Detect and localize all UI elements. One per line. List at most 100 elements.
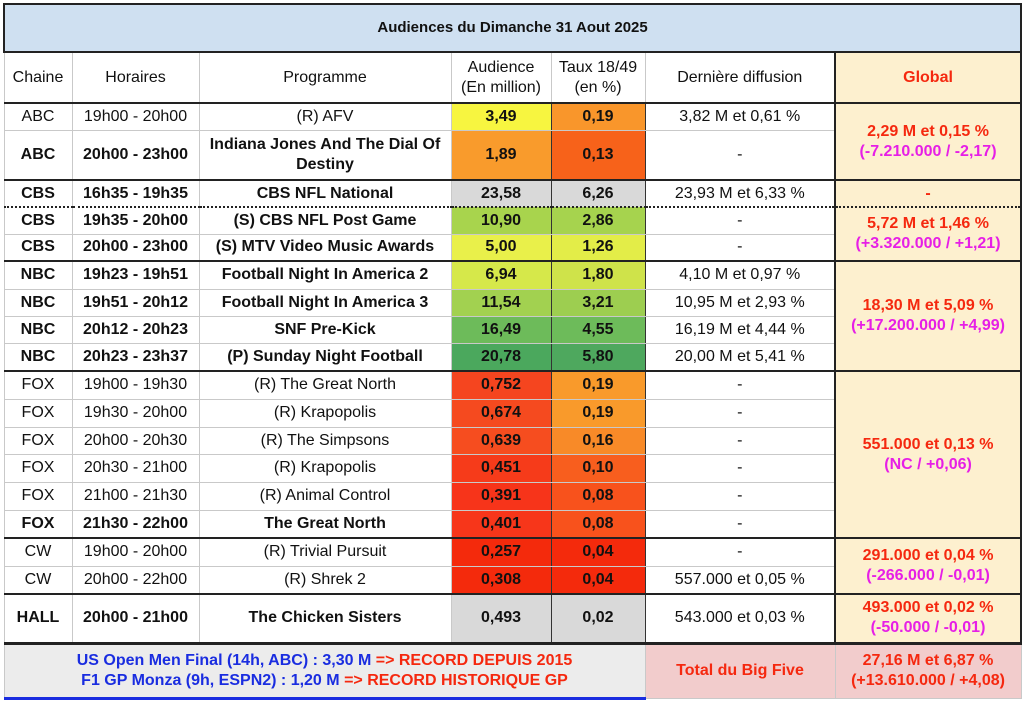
cell-global: 551.000 et 0,13 % (NC / +0,06) (833, 370, 1023, 539)
cell-chaine: CW (3, 537, 73, 567)
cell-taux: 0,08 (550, 481, 646, 511)
cell-derniere: 557.000 et 0,05 % (644, 565, 836, 595)
global-change: (+17.200.000 / +4,99) (851, 317, 1005, 334)
cell-derniere: - (644, 537, 836, 567)
cell-derniere: - (644, 370, 836, 400)
cell-taux: 1,80 (550, 260, 646, 290)
cell-programme: The Chicken Sisters (198, 593, 452, 644)
table-row: ABC 19h00 - 20h00 (R) AFV 3,49 0,19 3,82 M et… (3, 102, 1023, 181)
cell-taux: 0,13 (550, 129, 646, 181)
cell-audience: 0,391 (450, 481, 552, 511)
cell-audience: 1,89 (450, 129, 552, 181)
global-value: 2,29 M et 0,15 % (867, 122, 989, 140)
header-horaires: Horaires (71, 51, 200, 104)
cell-global: 5,72 M et 1,46 % (+3.320.000 / +1,21) (833, 206, 1023, 262)
global-change: (-7.210.000 / -2,17) (859, 142, 997, 160)
cell-programme: Indiana Jones And The Dial Of Destiny (198, 129, 452, 181)
cell-taux: 0,16 (550, 426, 646, 455)
global-value: 291.000 et 0,04 % (862, 547, 994, 564)
cell-audience: 0,674 (450, 398, 552, 428)
cell-horaires: 20h12 - 20h23 (71, 315, 200, 344)
cell-taux: 3,21 (550, 288, 646, 317)
note1-record: => RECORD DEPUIS 2015 (375, 651, 573, 669)
cell-audience: 11,54 (450, 288, 552, 317)
title-row: Audiences du Dimanche 31 Aout 2025 (2, 3, 1023, 53)
global-change: (-266.000 / -0,01) (866, 567, 990, 584)
cell-audience: 6,94 (450, 260, 552, 290)
cell-programme: (R) Shrek 2 (198, 565, 452, 595)
table-row: ABC 20h00 - 23h00 Indiana Jones And The Di… (3, 129, 1021, 181)
header-taux: Taux 18/49 (en %) (550, 51, 646, 104)
cell-horaires: 20h00 - 21h00 (71, 593, 200, 644)
cell-derniere: 543.000 et 0,03 % (644, 593, 836, 644)
cell-derniere: 4,10 M et 0,97 % (644, 260, 836, 290)
cell-chaine: FOX (3, 426, 73, 455)
table-row: CBS 20h00 - 23h00 (S) MTV Video Music Awar… (3, 233, 1021, 262)
cell-derniere: 3,82 M et 0,61 % (644, 102, 836, 131)
cell-horaires: 19h30 - 20h00 (71, 398, 200, 428)
cell-derniere: - (644, 129, 836, 181)
cell-horaires: 20h00 - 23h00 (71, 129, 200, 181)
cell-derniere: 16,19 M et 4,44 % (644, 315, 836, 344)
header-chaine: Chaine (3, 51, 73, 104)
table-title: Audiences du Dimanche 31 Aout 2025 (2, 3, 1023, 53)
cell-audience: 20,78 (450, 342, 552, 372)
cell-chaine: ABC (3, 129, 73, 181)
cell-chaine: NBC (3, 315, 73, 344)
cell-global: - (833, 179, 1023, 208)
table-row: CW 20h00 - 22h00 (R) Shrek 2 0,308 0,04 557.0… (3, 565, 1021, 595)
cell-audience: 0,752 (450, 370, 552, 400)
cell-programme: (R) The Simpsons (198, 426, 452, 455)
cell-chaine: FOX (3, 453, 73, 483)
table-row: FOX 20h30 - 21h00 (R) Krapopolis 0,451 0,10- (3, 453, 1021, 483)
cell-horaires: 16h35 - 19h35 (71, 179, 200, 208)
cell-derniere: - (644, 481, 836, 511)
cell-taux: 0,08 (550, 509, 646, 539)
cell-derniere: - (644, 398, 836, 428)
table-row: CBS 16h35 - 19h35 CBS NFL National 23,58 6,2… (3, 179, 1023, 208)
cell-chaine: CW (3, 565, 73, 595)
cell-audience: 10,90 (450, 206, 552, 235)
cell-derniere: - (644, 509, 836, 539)
cell-horaires: 19h23 - 19h51 (71, 260, 200, 290)
cell-horaires: 20h30 - 21h00 (71, 453, 200, 483)
cell-taux: 0,04 (550, 537, 646, 567)
cell-global: 18,30 M et 5,09 % (+17.200.000 / +4,99) (833, 260, 1023, 372)
cell-horaires: 20h23 - 23h37 (71, 342, 200, 372)
cell-horaires: 20h00 - 22h00 (71, 565, 200, 595)
header-audience: Audience (En million) (450, 51, 552, 104)
cell-chaine: CBS (3, 206, 73, 235)
cell-chaine: NBC (3, 288, 73, 317)
cell-derniere: 23,93 M et 6,33 % (644, 179, 836, 208)
cell-programme: (R) Krapopolis (198, 453, 452, 483)
total-label: Total du Big Five (644, 641, 836, 699)
cell-horaires: 20h00 - 20h30 (71, 426, 200, 455)
cell-horaires: 21h30 - 22h00 (71, 509, 200, 539)
global-value: 551.000 et 0,13 % (862, 435, 994, 453)
global-value: 18,30 M et 5,09 % (862, 297, 994, 314)
cell-derniere: 20,00 M et 5,41 % (644, 342, 836, 372)
cell-programme: SNF Pre-Kick (198, 315, 452, 344)
cell-taux: 1,26 (550, 233, 646, 262)
header-taux-l1: Taux 18/49 (558, 58, 638, 76)
cell-taux: 4,55 (550, 315, 646, 344)
cell-audience: 23,58 (450, 179, 552, 208)
cell-programme: Football Night In America 2 (198, 260, 452, 290)
cell-derniere: 10,95 M et 2,93 % (644, 288, 836, 317)
cell-horaires: 19h00 - 20h00 (71, 537, 200, 567)
cell-audience: 0,401 (450, 509, 552, 539)
cell-chaine: ABC (3, 102, 73, 131)
table-row: CW 19h00 - 20h00 (R) Trivial Pursuit 0,257 0… (3, 537, 1023, 595)
cell-derniere: - (644, 426, 836, 455)
cell-audience: 0,451 (450, 453, 552, 483)
cell-audience: 0,639 (450, 426, 552, 455)
global-value: 5,72 M et 1,46 % (867, 215, 989, 232)
table-row: FOX 19h00 - 19h30 (R) The Great North 0,752… (3, 370, 1023, 539)
cell-programme: (P) Sunday Night Football (198, 342, 452, 372)
cell-chaine: FOX (3, 481, 73, 511)
cell-chaine: HALL (3, 593, 73, 644)
table-row: HALL 20h00 - 21h00 The Chicken Sisters 0,49… (3, 593, 1023, 644)
table-row: NBC 19h51 - 20h12 Football Night In Americ… (3, 288, 1021, 317)
header-audience-l1: Audience (467, 58, 535, 76)
cell-global: 2,29 M et 0,15 % (-7.210.000 / -2,17) (833, 102, 1023, 181)
